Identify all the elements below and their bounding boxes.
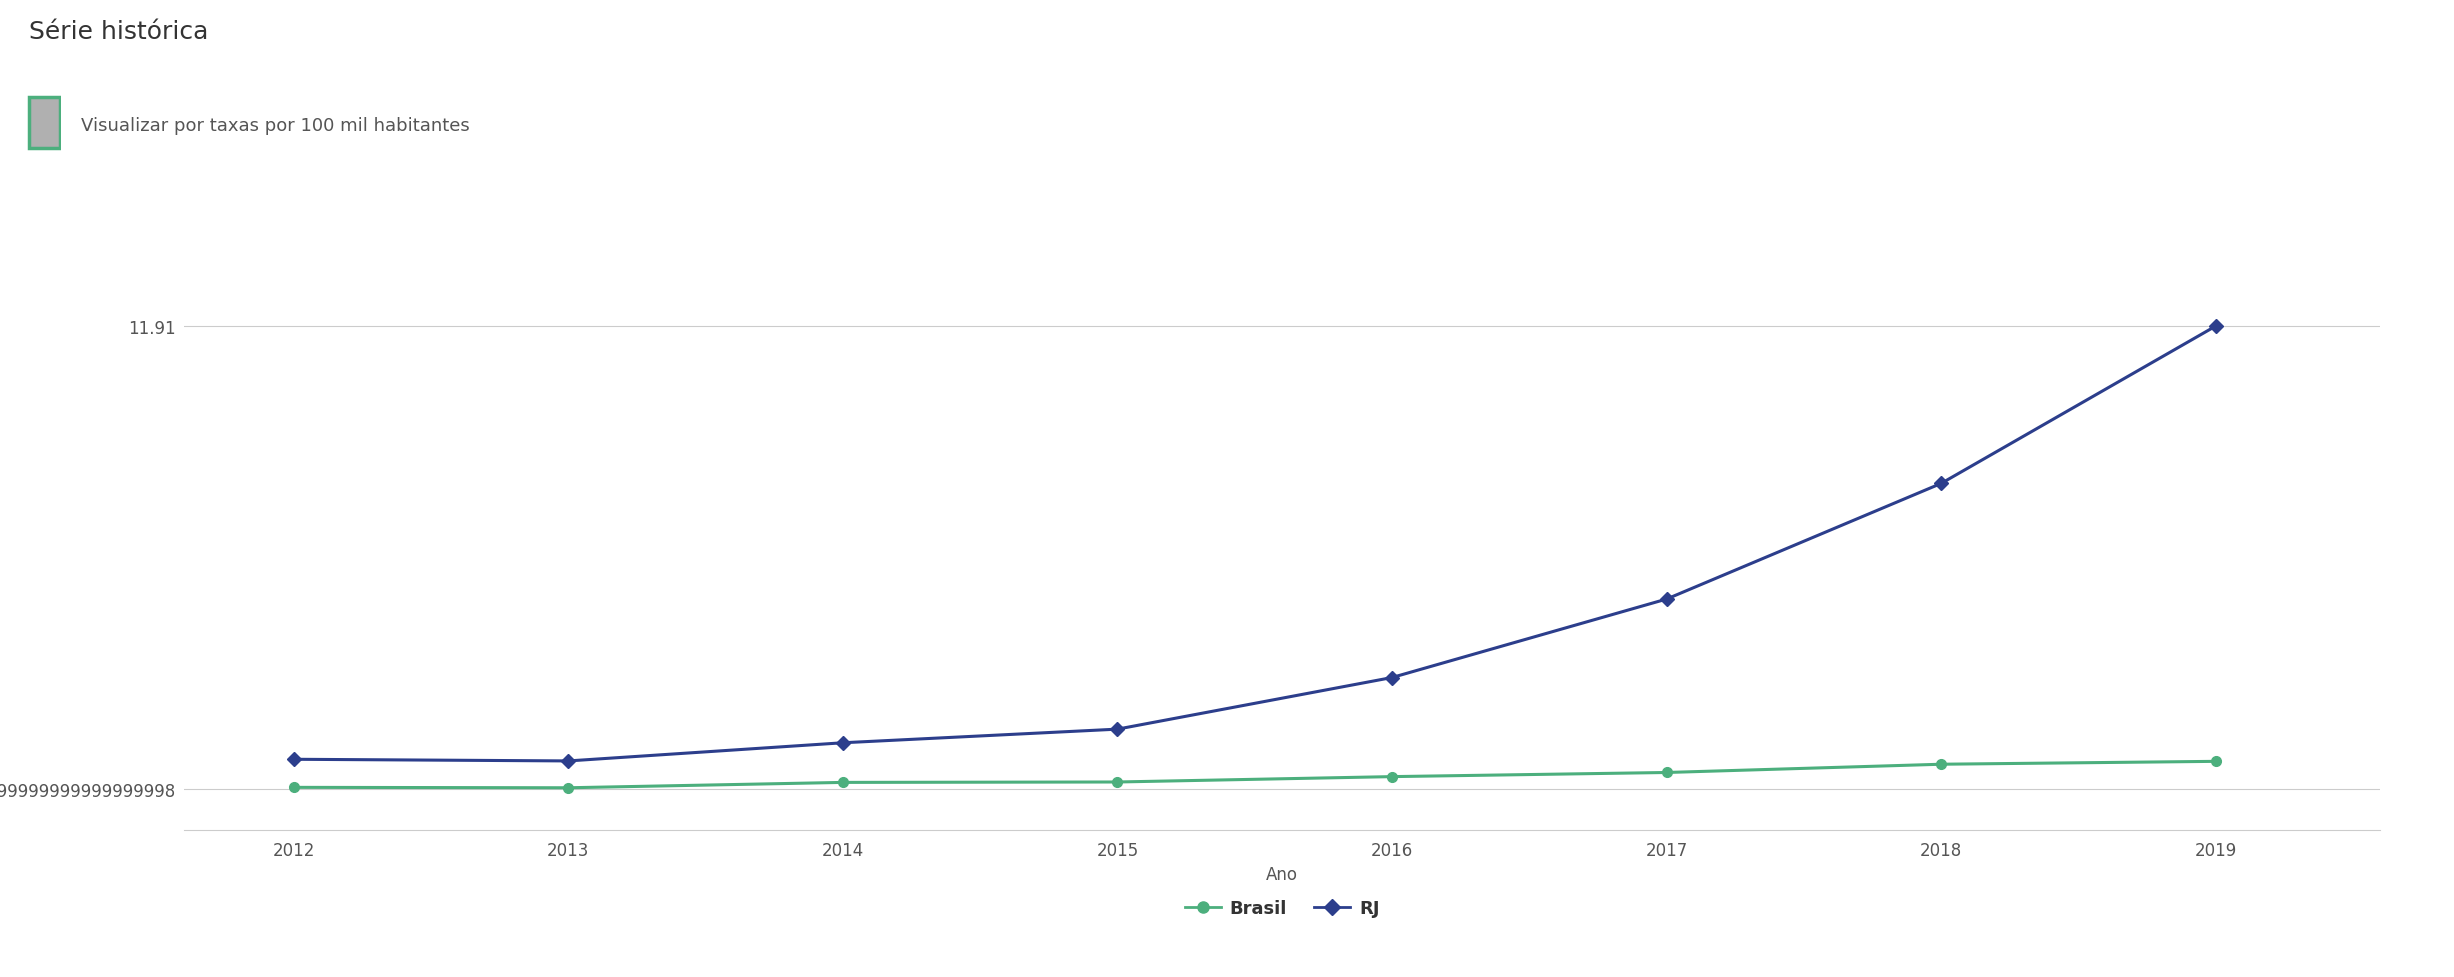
RJ xyxy=(555,755,584,767)
RJ xyxy=(829,737,859,748)
Text: Visualizar por taxas por 100 mil habitantes: Visualizar por taxas por 100 mil habitan… xyxy=(81,117,469,135)
Legend: Brasil, RJ: Brasil, RJ xyxy=(1178,892,1387,924)
Line: RJ: RJ xyxy=(290,321,2221,766)
Brasil xyxy=(829,777,859,788)
Line: Brasil: Brasil xyxy=(290,757,2221,792)
X-axis label: Ano: Ano xyxy=(1266,865,1298,883)
RJ xyxy=(1926,478,1956,489)
Brasil xyxy=(1377,771,1406,783)
RJ xyxy=(280,753,309,765)
Brasil xyxy=(2201,755,2231,767)
RJ xyxy=(1377,672,1406,684)
Brasil xyxy=(280,782,309,793)
Brasil xyxy=(1926,758,1956,770)
RJ xyxy=(1102,724,1131,736)
Brasil xyxy=(1652,767,1681,779)
Brasil xyxy=(555,783,584,794)
Brasil xyxy=(1102,777,1131,788)
RJ xyxy=(2201,320,2231,332)
Text: Série histórica: Série histórica xyxy=(29,20,209,44)
RJ xyxy=(1652,594,1681,606)
